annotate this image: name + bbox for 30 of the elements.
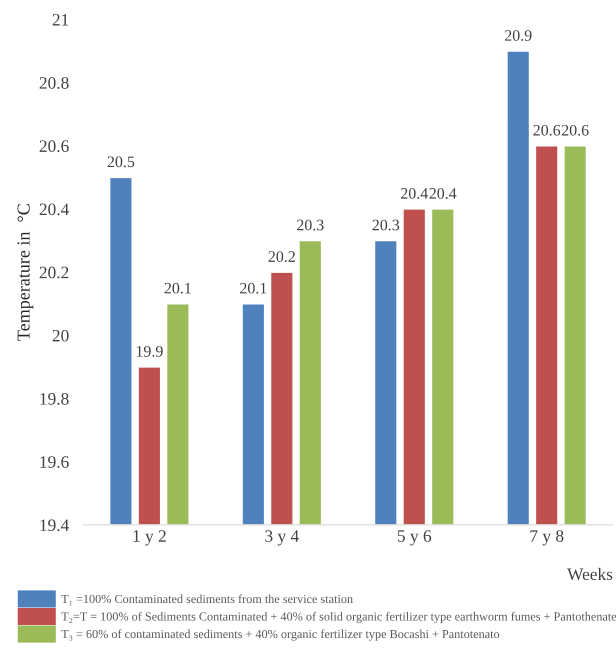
data-label: 20.6	[562, 124, 589, 136]
y-tick-label: 20.8	[40, 77, 69, 89]
y-tick-label: 20	[52, 330, 69, 342]
data-label: 20.1	[164, 282, 191, 294]
data-label: 20.1	[240, 282, 266, 294]
legend-label: T₃ = 60% of contaminated sediments + 40% organic fertilizer type Bocashi + Pantotenato	[61, 629, 500, 641]
y-tick-label: 21	[52, 14, 68, 26]
data-label: 20.5	[108, 156, 134, 168]
data-label: 20.9	[504, 30, 532, 41]
x-tick-label: 5 y 6	[398, 530, 432, 546]
x-tick-label: 3 y 4	[265, 530, 299, 546]
data-label: 20.6	[533, 124, 560, 136]
y-axis-title: Temperature in °C	[17, 204, 34, 341]
legend-label: T₂=T = 100% of Sediments Contaminated + 40% of solid organic fertilizer type earthworm fumes + Pantothenate	[61, 612, 616, 624]
data-label: 20.4	[400, 188, 428, 199]
data-label: 20.3	[297, 220, 324, 230]
data-label: 19.9	[136, 346, 163, 357]
x-axis-title: Weeks	[567, 568, 612, 580]
y-tick-label: 19.4	[40, 519, 69, 532]
y-tick-label: 19.6	[40, 456, 69, 468]
x-tick-label: 1 y 2	[134, 530, 166, 546]
data-label: 20.4	[429, 188, 456, 199]
y-tick-label: 20.2	[40, 266, 68, 278]
x-tick-label: 7 y 8	[530, 530, 564, 546]
data-label: 20.2	[268, 251, 295, 262]
y-tick-label: 20.4	[40, 203, 69, 216]
y-tick-label: 20.6	[40, 140, 69, 152]
data-label: 20.3	[372, 220, 400, 230]
y-tick-label: 19.8	[40, 393, 69, 405]
legend-label: T₁ =100% Contaminated sediments from the service station	[61, 594, 353, 606]
